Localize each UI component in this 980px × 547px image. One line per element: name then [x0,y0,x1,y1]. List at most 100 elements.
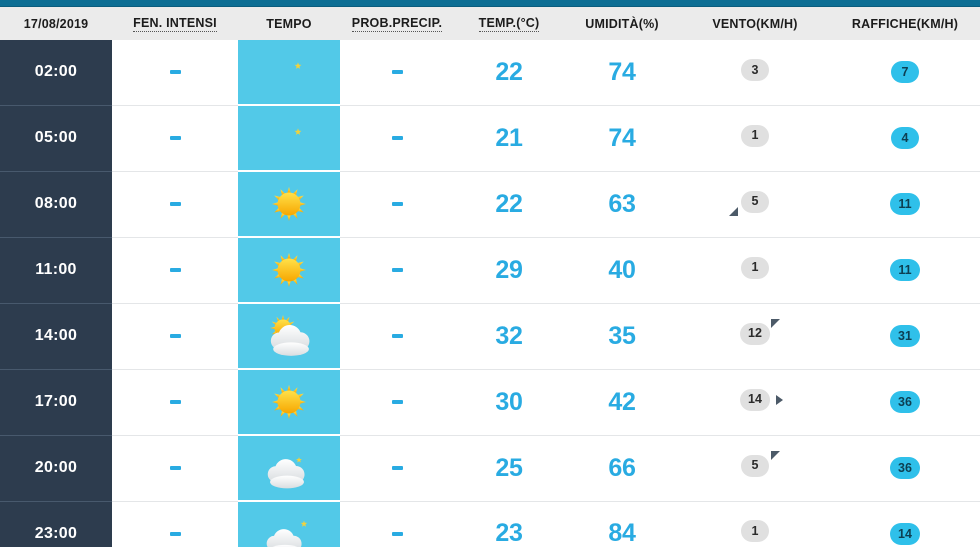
prob-precip-none-icon [391,531,403,536]
header-raffiche-label: RAFFICHE(KM/H) [851,16,959,31]
wind-value: 5 [741,454,769,477]
sun-behind-cloud-icon [238,304,340,368]
cell-gust: 36 [830,368,980,435]
prob-precip-none-icon [391,70,403,75]
fen-intensi-none-icon [169,267,181,272]
cell-gust: 36 [830,434,980,501]
cell-weather-icon [238,104,340,171]
table-row: 17:00 30 42 14 [0,368,980,435]
temp-value: 32 [495,321,523,350]
prob-precip-none-icon [391,267,403,272]
header-fen-intensi[interactable]: FEN. INTENSI [112,7,238,40]
time-label: 23:00 [34,524,78,542]
table-row: 23:00 23 84 1 [0,500,980,547]
humidity-value: 74 [608,123,636,152]
cell-humidity: 84 [564,500,680,547]
header-prob-precip[interactable]: PROB.PRECIP. [340,7,454,40]
cell-time: 05:00 [0,104,112,171]
time-label: 02:00 [34,63,78,81]
wind-value: 1 [741,520,769,543]
cell-prob-precip [340,302,454,369]
cell-weather-icon [238,434,340,501]
cell-prob-precip [340,104,454,171]
header-vento: VENTO(KM/H) [680,7,830,40]
wind-pill-holder: 12 [727,318,783,349]
wind-pill-holder: 1 [727,516,783,546]
cell-fen-intensi [112,40,238,105]
table-row: 14:00 32 35 12 [0,302,980,369]
humidity-value: 63 [608,189,636,218]
header-temp-label: TEMP.(°C) [478,15,540,32]
header-fen-intensi-label: FEN. INTENSI [133,15,217,32]
wind-value: 1 [741,256,769,279]
table-row: 11:00 29 40 1 [0,236,980,303]
prob-precip-none-icon [391,465,403,470]
cell-wind: 14 [680,368,830,435]
temp-value: 22 [495,57,523,86]
header-temp[interactable]: TEMP.(°C) [454,7,564,40]
temp-value: 29 [495,255,523,284]
cell-fen-intensi [112,236,238,303]
cell-weather-icon [238,500,340,547]
temp-value: 23 [495,519,523,547]
top-accent-strip [0,0,980,7]
gust-value: 36 [890,457,920,479]
cell-gust: 4 [830,104,980,171]
moon-behind-cloud-icon [238,436,340,500]
cell-fen-intensi [112,104,238,171]
cell-wind: 5 [680,434,830,501]
cell-gust: 31 [830,302,980,369]
humidity-value: 66 [608,453,636,482]
gust-value: 36 [890,391,920,413]
gust-value: 31 [890,325,920,347]
header-tempo-label: TEMPO [266,16,312,31]
wind-direction-arrow-icon [771,318,780,328]
wind-value: 12 [740,322,770,345]
humidity-value: 35 [608,321,636,350]
cell-weather-icon [238,170,340,237]
cell-gust: 14 [830,500,980,547]
cell-humidity: 40 [564,236,680,303]
cell-fen-intensi [112,170,238,237]
header-raffiche: RAFFICHE(KM/H) [830,7,980,40]
wind-value: 1 [741,124,769,147]
gust-value: 11 [890,193,920,215]
fen-intensi-none-icon [169,201,181,206]
prob-precip-none-icon [391,201,403,206]
wind-pill-holder: 1 [727,121,783,151]
cell-humidity: 74 [564,104,680,171]
humidity-value: 42 [608,387,636,416]
cell-fen-intensi [112,302,238,369]
header-date: 17/08/2019 [0,7,112,40]
cell-prob-precip [340,170,454,237]
cell-temp: 25 [454,434,564,501]
humidity-value: 74 [608,57,636,86]
fen-intensi-none-icon [169,531,181,536]
header-prob-precip-label: PROB.PRECIP. [351,15,443,32]
wind-direction-arrow-icon [729,206,738,216]
temp-value: 21 [495,123,523,152]
cell-humidity: 63 [564,170,680,237]
cell-weather-icon [238,368,340,435]
cell-weather-icon [238,302,340,369]
sun-icon [238,172,340,236]
wind-direction-arrow-icon [771,450,780,460]
wind-pill-holder: 14 [727,385,783,415]
cell-prob-precip [340,368,454,435]
hourly-forecast-table: 17/08/2019 FEN. INTENSI TEMPO PROB.PRECI… [0,7,980,547]
humidity-value: 84 [608,519,636,547]
header-vento-label: VENTO(KM/H) [712,16,798,31]
header-row: 17/08/2019 FEN. INTENSI TEMPO PROB.PRECI… [0,7,980,40]
time-label: 20:00 [34,459,78,476]
header-tempo: TEMPO [238,7,340,40]
moon-star-icon [238,40,340,104]
cell-temp: 30 [454,368,564,435]
cell-temp: 22 [454,170,564,237]
table-row: 02:00 22 74 3 [0,40,980,105]
cell-humidity: 66 [564,434,680,501]
sun-icon [238,370,340,434]
header-date-label: 17/08/2019 [23,16,89,31]
time-label: 14:00 [34,327,78,344]
wind-pill-holder: 5 [727,187,783,217]
wind-pill-holder: 3 [727,55,783,85]
